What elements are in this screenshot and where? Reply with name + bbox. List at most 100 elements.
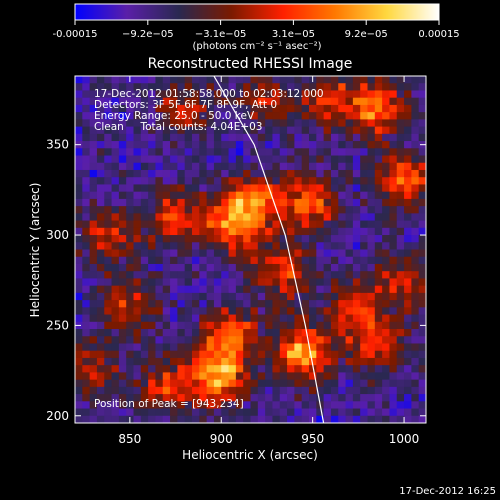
heatmap-cell [250,307,259,315]
heatmap-cell [111,336,120,344]
heatmap-cell [301,300,310,308]
heatmap-cell [184,386,193,395]
heatmap-cell [243,401,251,409]
heatmap-cell [345,184,354,193]
heatmap-cell [330,148,339,156]
heatmap-cell [213,263,222,272]
heatmap-cell [352,155,361,164]
heatmap-cell [287,343,295,352]
heatmap-cell [382,169,390,178]
heatmap-cell [294,408,303,417]
heatmap-cell [104,394,112,402]
heatmap-cell [213,235,222,243]
heatmap-cell [367,155,376,164]
heatmap-cell [228,191,237,200]
heatmap-cell [118,133,127,142]
heatmap-cell [294,206,303,214]
heatmap-cell [221,184,229,193]
heatmap-cell [162,336,171,344]
heatmap-cell [235,300,244,308]
heatmap-cell [221,148,229,156]
heatmap-cell [287,133,295,142]
heatmap-cell [272,119,281,128]
heatmap-cell [148,271,156,279]
heatmap-cell [374,97,383,106]
heatmap-cell [148,220,156,229]
heatmap-cell [250,329,259,337]
heatmap-cell [192,372,200,381]
heatmap-cell [411,415,420,423]
heatmap-cell [133,90,142,99]
heatmap-cell [126,314,134,323]
heatmap-cell [140,242,149,250]
heatmap-cell [301,133,310,142]
heatmap-cell [301,104,310,113]
heatmap-cell [418,372,426,381]
heatmap-cell [404,329,412,337]
heatmap-cell [323,343,332,352]
heatmap-cell [75,408,83,417]
heatmap-cell [170,307,178,315]
heatmap-cell [316,379,325,388]
heatmap-cell [389,177,398,185]
heatmap-cell [111,227,120,236]
heatmap-cell [140,256,149,265]
heatmap-cell [411,112,420,120]
heatmap-cell [367,249,376,258]
heatmap-cell [111,206,120,214]
heatmap-cell [118,285,127,294]
heatmap-cell [235,249,244,258]
heatmap-cell [316,278,325,287]
heatmap-cell [330,97,339,106]
heatmap-cell [418,300,426,308]
heatmap-cell [345,126,354,135]
heatmap-cell [265,292,273,301]
heatmap-cell [126,162,134,171]
heatmap-cell [184,307,193,315]
x-axis-label: Heliocentric X (arcsec) [182,448,318,462]
heatmap-cell [111,263,120,272]
heatmap-cell [184,206,193,214]
heatmap-cell [294,83,303,91]
heatmap-cell [89,415,98,423]
heatmap-cell [352,271,361,279]
heatmap-cell [148,104,156,113]
heatmap-cell [177,213,186,221]
heatmap-cell [133,97,142,106]
heatmap-cell [345,372,354,381]
heatmap-cell [411,220,420,229]
heatmap-cell [199,119,208,128]
heatmap-cell [294,415,303,423]
heatmap-cell [404,343,412,352]
heatmap-cell [389,227,398,236]
heatmap-cell [374,83,383,91]
heatmap-cell [330,314,339,323]
heatmap-cell [206,300,215,308]
heatmap-cell [330,213,339,221]
heatmap-cell [257,285,266,294]
heatmap-cell [111,177,120,185]
heatmap-cell [404,227,412,236]
heatmap-cell [257,357,266,366]
heatmap-cell [411,336,420,344]
heatmap-cell [316,357,325,366]
heatmap-cell [301,292,310,301]
heatmap-cell [374,271,383,279]
heatmap-cell [345,83,354,91]
heatmap-cell [126,386,134,395]
heatmap-cell [396,148,405,156]
heatmap-cell [228,314,237,323]
heatmap-cell [148,314,156,323]
heatmap-cell [257,141,266,149]
heatmap-cell [221,162,229,171]
heatmap-cell [126,285,134,294]
heatmap-cell [170,198,178,207]
heatmap-cell [221,343,229,352]
heatmap-cell [287,97,295,106]
heatmap-cell [345,227,354,236]
heatmap-cell [382,90,390,99]
heatmap-cell [374,292,383,301]
heatmap-cell [374,235,383,243]
heatmap-cell [404,206,412,214]
heatmap-cell [265,191,273,200]
